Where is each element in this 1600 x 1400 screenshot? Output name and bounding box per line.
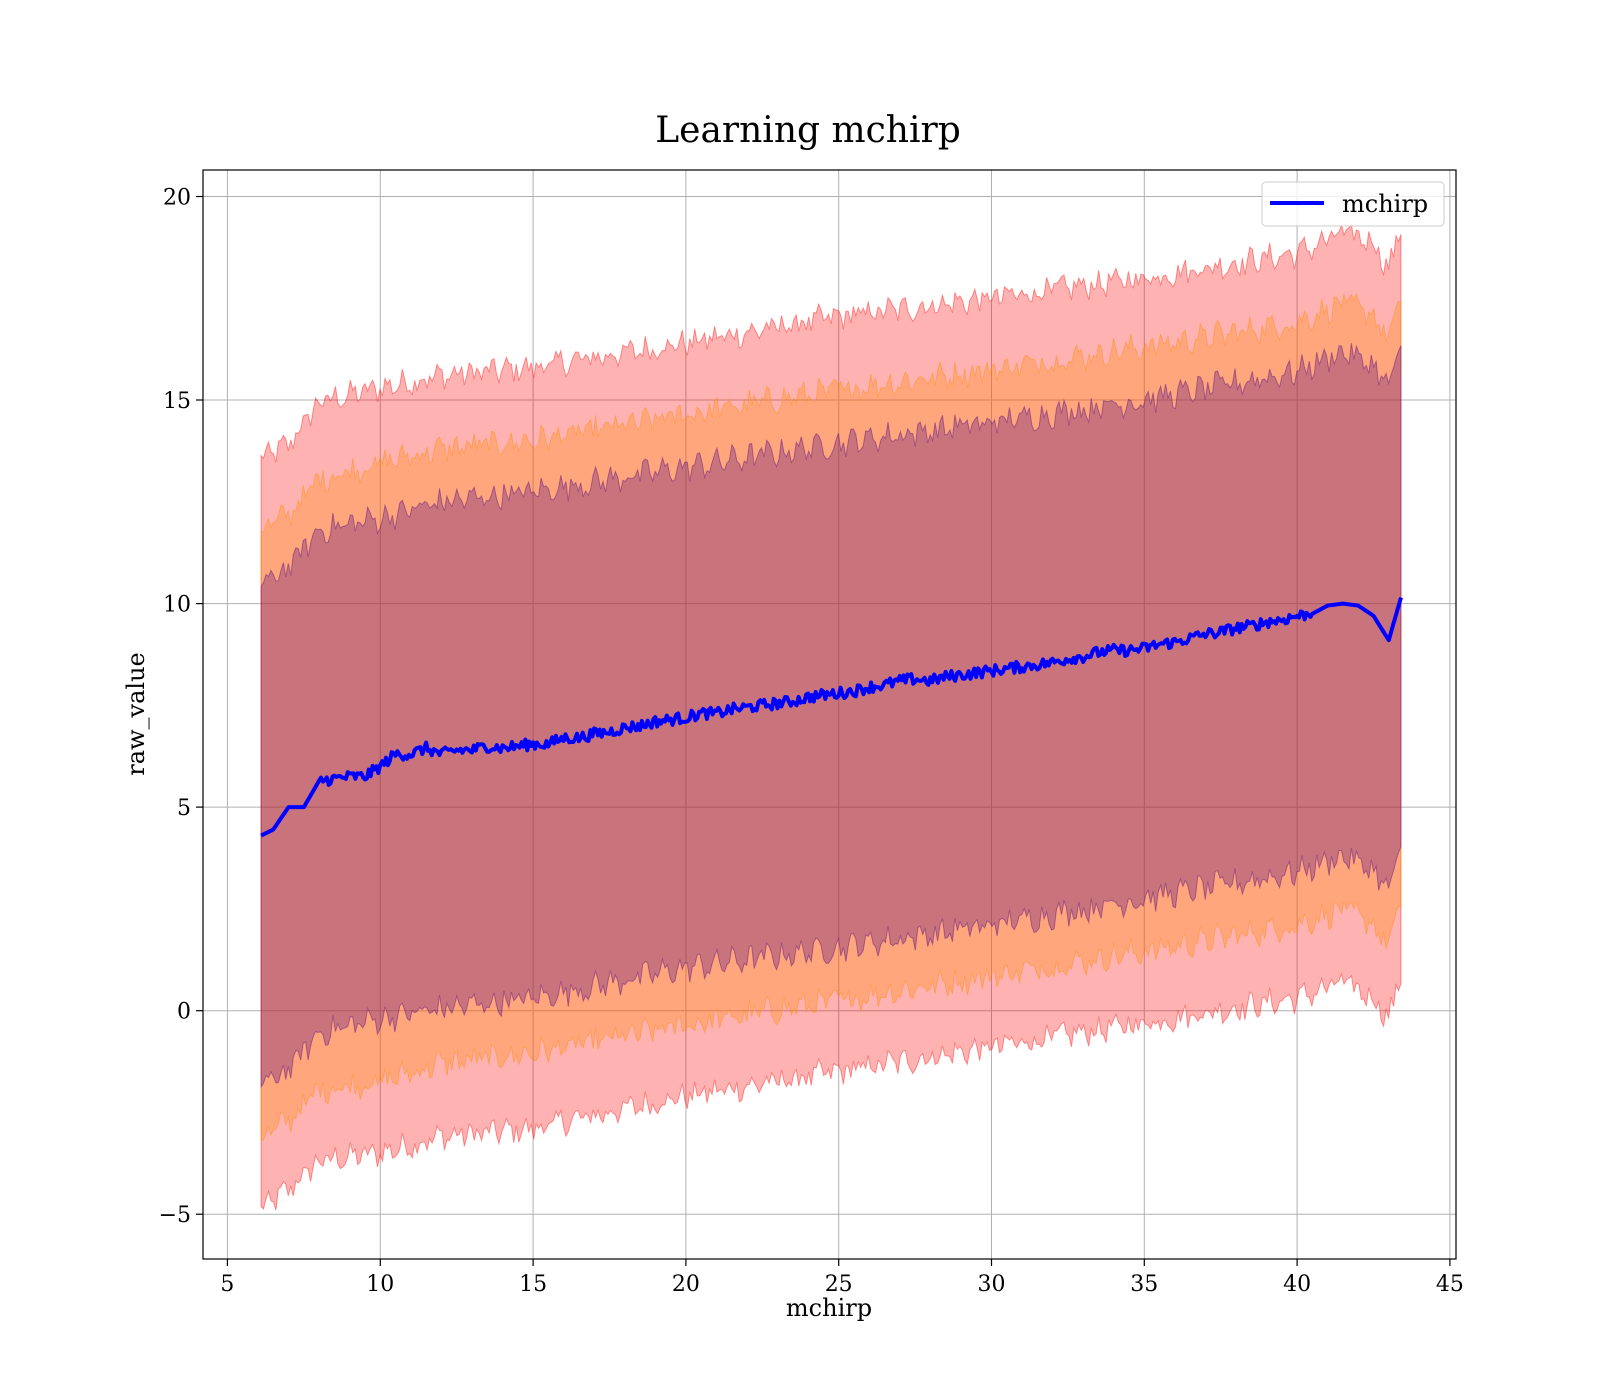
y-axis-label: raw_value — [122, 652, 150, 776]
confidence-bands — [260, 222, 1402, 1211]
confidence-band — [260, 343, 1402, 1089]
chart-title: Learning mchirp — [655, 110, 961, 151]
confidence-band — [260, 292, 1402, 1142]
x-tick-label: 25 — [825, 1272, 853, 1297]
x-tick-label: 45 — [1436, 1272, 1464, 1297]
grid-lines — [203, 170, 1456, 1259]
x-axis-ticks: 5 10 15 20 25 30 35 40 45 — [220, 1259, 1464, 1297]
y-tick-label: 10 — [163, 593, 191, 618]
confidence-band — [260, 222, 1402, 1211]
x-tick-label: 10 — [366, 1272, 394, 1297]
y-tick-label: 15 — [163, 389, 191, 414]
x-axis-label: mchirp — [786, 1294, 872, 1322]
x-tick-label: 30 — [978, 1272, 1006, 1297]
series-lines — [260, 596, 1403, 838]
y-tick-label: −5 — [159, 1203, 191, 1228]
legend-label-mchirp: mchirp — [1342, 190, 1428, 218]
y-tick-label: 0 — [177, 1000, 191, 1025]
y-tick-label: 20 — [163, 186, 191, 211]
y-axis-ticks: −5 0 5 10 15 20 — [159, 186, 203, 1228]
series-line-mchirp — [260, 596, 1403, 838]
x-tick-label: 5 — [220, 1272, 234, 1297]
x-tick-label: 15 — [519, 1272, 547, 1297]
legend: mchirp — [1261, 181, 1445, 227]
y-tick-label: 5 — [177, 796, 191, 821]
x-tick-label: 20 — [672, 1272, 700, 1297]
legend-box — [1261, 181, 1445, 227]
plot-frame — [202, 169, 1457, 1260]
x-tick-label: 40 — [1283, 1272, 1311, 1297]
x-tick-label: 35 — [1130, 1272, 1158, 1297]
